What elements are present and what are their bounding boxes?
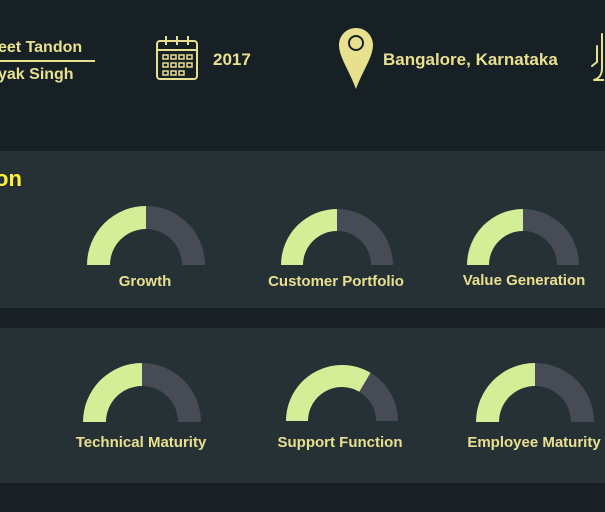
growth-label: Growth: [118, 273, 172, 290]
calendar-icon: [156, 36, 198, 80]
founding-year: 2017: [213, 50, 251, 69]
gauge-track: [337, 209, 393, 265]
value-generation-gauge: [467, 209, 579, 265]
technical-maturity-gauge: [83, 363, 201, 422]
section-title: on: [0, 166, 22, 191]
employee-maturity-label: Employee Maturity: [467, 434, 601, 451]
support-function-label: Support Function: [277, 434, 403, 451]
gauge-fill: [286, 364, 371, 421]
gauge-fill: [281, 209, 337, 265]
founder-name-1: eet Tandon: [0, 39, 83, 56]
gauge-fill: [467, 209, 523, 265]
gauge-fill: [83, 363, 142, 422]
customer-portfolio-label: Customer Portfolio: [268, 273, 404, 290]
support-function-gauge: [286, 364, 398, 421]
top-bar: eet Tandon yak Singh 2017 Bangalore, Kar…: [0, 0, 605, 150]
hand-icon: [591, 33, 604, 81]
founder-name-2: yak Singh: [0, 66, 74, 83]
growth-gauge: [87, 206, 205, 265]
technical-maturity-label: Technical Maturity: [75, 434, 207, 451]
gauge-fill: [87, 206, 146, 265]
gauge-track: [142, 363, 201, 422]
location-pin-icon: [339, 28, 373, 89]
gauge-fill: [476, 363, 535, 422]
founder-underline: [0, 60, 95, 62]
customer-portfolio-gauge: [281, 209, 393, 265]
gauge-track: [146, 206, 205, 265]
employee-maturity-gauge: [476, 363, 594, 422]
section-marker: [0, 333, 4, 339]
gauge-track: [359, 372, 398, 421]
value-generation-label: Value Generation: [462, 272, 586, 289]
location-text: Bangalore, Karnataka: [383, 50, 558, 69]
gauge-track: [523, 209, 579, 265]
gauge-track: [535, 363, 594, 422]
